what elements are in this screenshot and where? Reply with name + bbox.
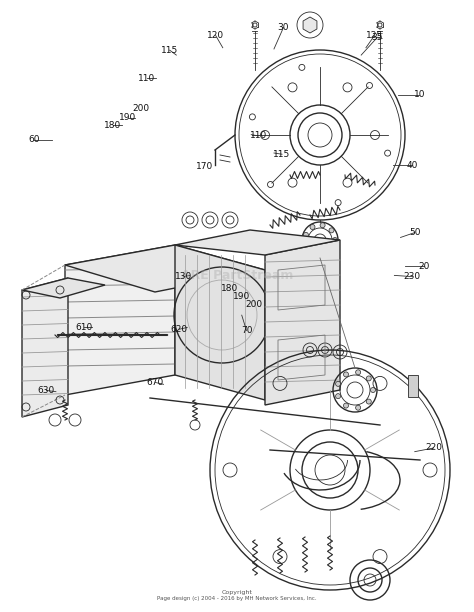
Circle shape bbox=[371, 387, 375, 392]
Text: 200: 200 bbox=[245, 300, 262, 309]
Text: 190: 190 bbox=[119, 113, 137, 122]
Bar bbox=[408, 375, 418, 397]
Text: 115: 115 bbox=[161, 46, 178, 54]
Text: 670: 670 bbox=[147, 378, 164, 387]
Circle shape bbox=[332, 237, 337, 242]
Polygon shape bbox=[65, 245, 265, 292]
Circle shape bbox=[310, 250, 315, 255]
Text: 230: 230 bbox=[404, 272, 421, 281]
Text: 620: 620 bbox=[171, 325, 188, 334]
Text: 610: 610 bbox=[76, 323, 93, 332]
Polygon shape bbox=[175, 230, 340, 255]
Text: Page design (c) 2004 - 2016 by MH Network Services, Inc.: Page design (c) 2004 - 2016 by MH Networ… bbox=[157, 596, 317, 601]
Polygon shape bbox=[303, 17, 317, 33]
Circle shape bbox=[344, 372, 348, 377]
Circle shape bbox=[303, 242, 309, 248]
Circle shape bbox=[366, 399, 371, 404]
Circle shape bbox=[356, 370, 361, 375]
Circle shape bbox=[329, 247, 334, 252]
Text: 170: 170 bbox=[196, 162, 213, 171]
Text: 180: 180 bbox=[104, 121, 121, 130]
Text: 70: 70 bbox=[241, 326, 252, 335]
Circle shape bbox=[336, 394, 341, 398]
Text: 110: 110 bbox=[138, 74, 155, 83]
Polygon shape bbox=[265, 240, 340, 405]
Text: 220: 220 bbox=[425, 444, 442, 452]
Text: 40: 40 bbox=[407, 161, 418, 170]
Circle shape bbox=[320, 252, 325, 257]
Text: 125: 125 bbox=[366, 31, 383, 40]
Circle shape bbox=[336, 381, 341, 386]
Text: 190: 190 bbox=[233, 293, 250, 301]
Circle shape bbox=[329, 228, 334, 233]
Polygon shape bbox=[22, 278, 105, 298]
Text: 60: 60 bbox=[28, 135, 40, 144]
Text: 200: 200 bbox=[133, 105, 150, 113]
Circle shape bbox=[366, 376, 371, 381]
Text: 10: 10 bbox=[414, 91, 425, 99]
Polygon shape bbox=[22, 278, 68, 417]
Text: 50: 50 bbox=[409, 228, 420, 237]
Text: 130: 130 bbox=[175, 272, 192, 281]
Polygon shape bbox=[175, 245, 265, 400]
Text: ARE PartStream: ARE PartStream bbox=[181, 269, 293, 282]
Text: 180: 180 bbox=[221, 285, 238, 293]
Circle shape bbox=[344, 403, 348, 408]
Circle shape bbox=[310, 225, 315, 230]
Text: 35: 35 bbox=[371, 34, 383, 42]
Polygon shape bbox=[65, 245, 175, 395]
Text: Copyright: Copyright bbox=[221, 590, 253, 595]
Text: 115: 115 bbox=[273, 150, 291, 159]
Text: 630: 630 bbox=[38, 386, 55, 395]
Text: 30: 30 bbox=[278, 23, 289, 32]
Circle shape bbox=[356, 405, 361, 410]
Text: 110: 110 bbox=[250, 132, 267, 140]
Text: 20: 20 bbox=[419, 262, 430, 271]
Text: 120: 120 bbox=[207, 31, 224, 40]
Circle shape bbox=[320, 223, 325, 228]
Circle shape bbox=[303, 233, 309, 237]
